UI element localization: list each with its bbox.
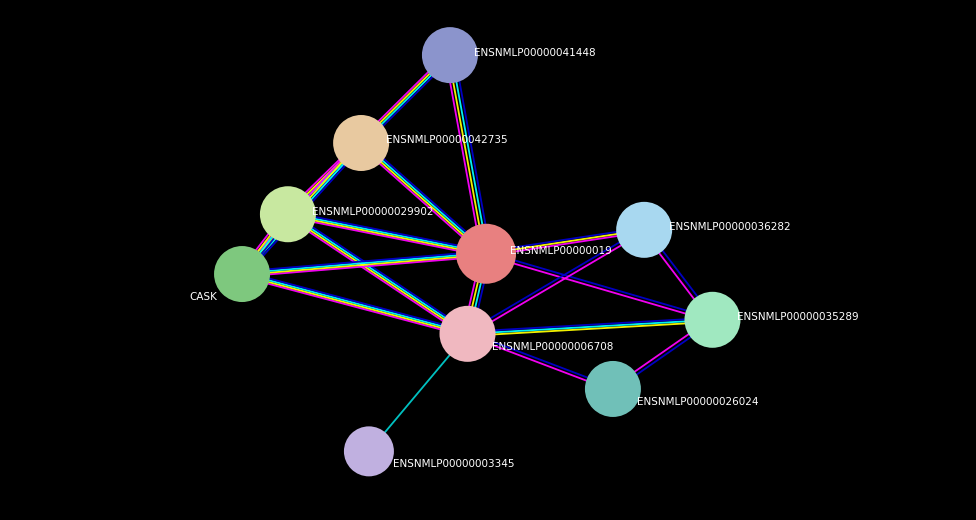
Ellipse shape [456, 224, 516, 284]
Ellipse shape [344, 426, 394, 476]
Text: ENSNMLP00000026024: ENSNMLP00000026024 [637, 397, 758, 407]
Text: ENSNMLP00000006708: ENSNMLP00000006708 [492, 342, 613, 352]
Text: ENSNMLP00000019: ENSNMLP00000019 [510, 246, 612, 256]
Ellipse shape [333, 115, 389, 171]
Text: ENSNMLP00000029902: ENSNMLP00000029902 [312, 206, 433, 217]
Ellipse shape [439, 306, 496, 362]
Ellipse shape [260, 186, 316, 242]
Text: ENSNMLP00000036282: ENSNMLP00000036282 [669, 222, 791, 232]
Ellipse shape [422, 27, 478, 83]
Ellipse shape [616, 202, 672, 258]
Ellipse shape [585, 361, 641, 417]
Text: CASK: CASK [189, 292, 218, 303]
Text: ENSNMLP00000035289: ENSNMLP00000035289 [737, 312, 859, 322]
Text: ENSNMLP00000041448: ENSNMLP00000041448 [474, 47, 596, 58]
Text: ENSNMLP00000003345: ENSNMLP00000003345 [393, 459, 514, 470]
Text: ENSNMLP00000042735: ENSNMLP00000042735 [386, 135, 508, 146]
Ellipse shape [214, 246, 270, 302]
Ellipse shape [684, 292, 741, 348]
